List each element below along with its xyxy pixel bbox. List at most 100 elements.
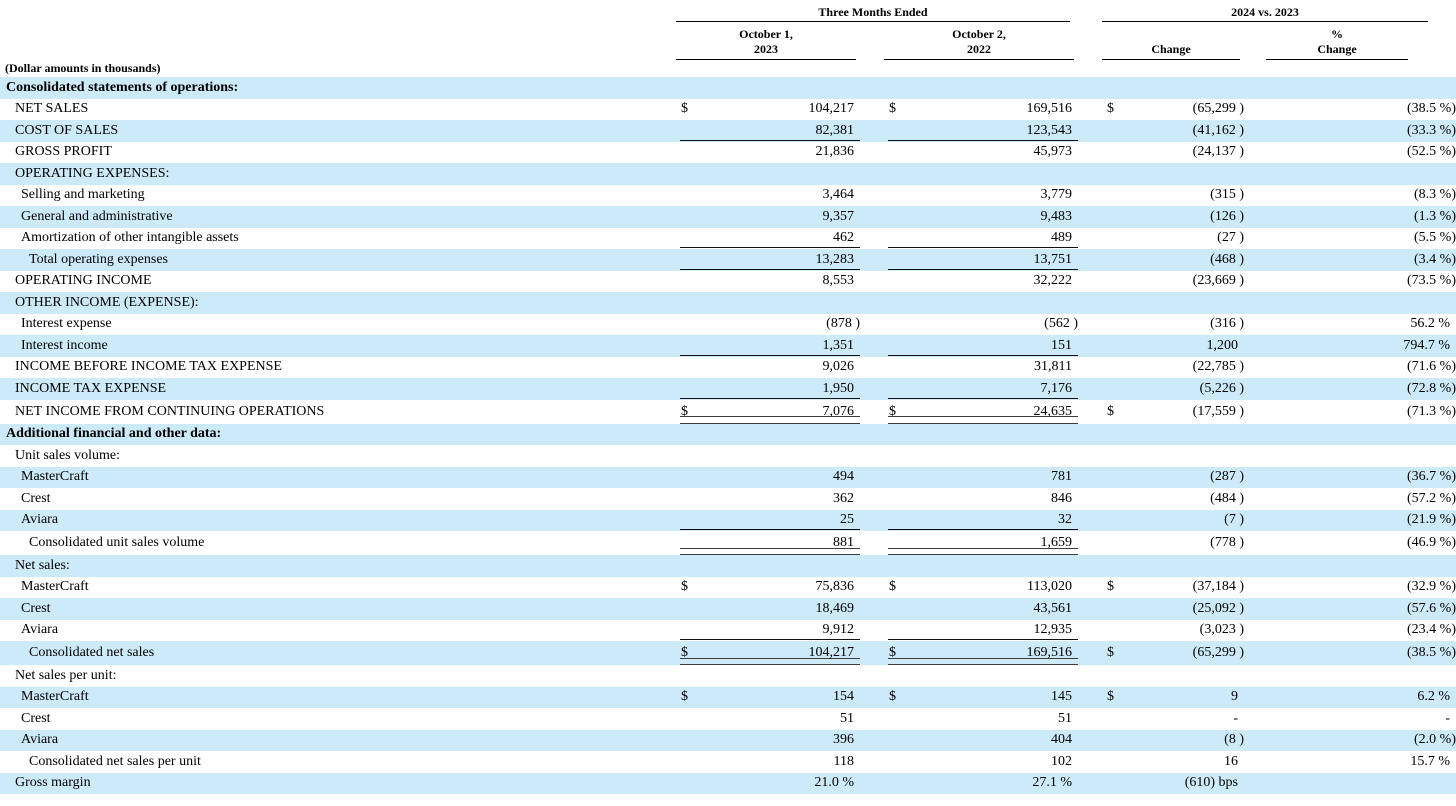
table-row: NET SALES $104,217 $169,516 $ (65,299 ) (38.5… [0, 99, 1456, 121]
cell-value: 846 [1051, 490, 1072, 506]
cell-value: (22,785 ) [1192, 359, 1244, 375]
value-cell [1244, 665, 1456, 687]
dollar-sign: $ [681, 645, 688, 660]
value-cell: (38.5 %) [1244, 99, 1456, 121]
cell-value: (3,023 ) [1199, 622, 1244, 638]
row-label: Crest [21, 490, 51, 506]
cell-value: 104,217 [808, 101, 855, 117]
value-cell: (36.7 %) [1244, 467, 1456, 489]
row-label: OPERATING INCOME [15, 273, 152, 289]
cell-value: 781 [1051, 469, 1072, 485]
value-cell: $ (37,184 ) [1106, 577, 1244, 599]
cell-value: - [1233, 710, 1238, 726]
cell-value: 1,200 [1206, 337, 1239, 353]
value-cell: (38.5 %) [1244, 641, 1456, 665]
cell-value: (878 ) [826, 316, 860, 332]
table-row: Aviara 9,912 12,935 (3,023 ) (23.4 %) [0, 620, 1456, 642]
row-label: MasterCraft [21, 689, 89, 705]
value-cell [1106, 163, 1244, 185]
dollar-sign: $ [681, 403, 688, 419]
column-header-change: Change [1102, 42, 1240, 60]
value-cell [680, 424, 860, 446]
cell-value: 489 [1051, 230, 1072, 246]
value-cell: 27.1 % [888, 773, 1078, 795]
cell-value: 13,751 [1033, 251, 1073, 267]
value-cell: (610) bps [1106, 773, 1244, 795]
cell-value: 9,357 [822, 208, 855, 224]
table-row: Selling and marketing 3,464 3,779 (315 ) (8.… [0, 185, 1456, 207]
cell-value: (468 ) [1210, 251, 1244, 267]
cell-value: (41,162 ) [1192, 122, 1244, 138]
value-cell: 32,222 [888, 271, 1078, 293]
cell-value: 16 [1224, 753, 1238, 769]
value-cell: (8 ) [1106, 730, 1244, 752]
dollar-sign: $ [889, 403, 896, 419]
table-note: (Dollar amounts in thousands) [5, 61, 161, 75]
row-label: INCOME TAX EXPENSE [15, 380, 167, 396]
value-cell: $104,217 [680, 99, 860, 121]
value-cell: 881 [680, 531, 860, 555]
cell-value: (71.6 %) [1407, 359, 1456, 375]
row-label: Aviara [21, 512, 59, 528]
value-cell [680, 77, 860, 99]
row-label: Unit sales volume: [15, 447, 120, 463]
cell-value: 104,217 [808, 645, 855, 660]
value-cell: $169,516 [888, 641, 1078, 665]
value-cell [680, 555, 860, 577]
dollar-sign: $ [681, 689, 688, 705]
value-cell [888, 163, 1078, 185]
table-row: Total operating expenses 13,283 13,751 (468… [0, 249, 1456, 271]
value-cell: 1,659 [888, 531, 1078, 555]
dollar-sign: $ [1107, 645, 1114, 660]
cell-value: 145 [1051, 689, 1072, 705]
table-row: Unit sales volume: [0, 445, 1456, 467]
cell-value: 123,543 [1026, 122, 1073, 138]
value-cell: (41,162 ) [1106, 120, 1244, 142]
value-cell: 13,751 [888, 249, 1078, 271]
value-cell: 12,935 [888, 620, 1078, 642]
value-cell [1106, 665, 1244, 687]
value-cell: (2.0 %) [1244, 730, 1456, 752]
cell-value: (8 ) [1224, 732, 1244, 748]
value-cell: 6.2 % [1244, 687, 1456, 709]
cell-value: 494 [833, 469, 854, 485]
dollar-sign: $ [889, 579, 896, 595]
cell-value: (27 ) [1217, 230, 1244, 246]
value-cell [1106, 445, 1244, 467]
value-cell: 9,912 [680, 620, 860, 642]
cell-value: (46.9 %) [1407, 535, 1456, 550]
cell-value: 21.0 % [814, 775, 854, 791]
value-cell: (27 ) [1106, 228, 1244, 250]
cell-value: 43,561 [1033, 600, 1073, 616]
cell-value: 82,381 [815, 122, 855, 138]
value-cell [1244, 445, 1456, 467]
value-cell: 25 [680, 510, 860, 532]
table-row: Crest 51 51 - - [0, 708, 1456, 730]
cell-value: 9,026 [822, 359, 855, 375]
cell-value: (7 ) [1224, 512, 1244, 528]
table-row: Consolidated unit sales volume 881 1,659 (7… [0, 531, 1456, 555]
row-label: MasterCraft [21, 469, 89, 485]
cell-value: 113,020 [1027, 579, 1072, 595]
cell-value: 462 [833, 230, 854, 246]
cell-value: 9,483 [1040, 208, 1073, 224]
value-cell: $24,635 [888, 400, 1078, 424]
cell-value: (3.4 %) [1414, 251, 1456, 267]
cell-value: 396 [833, 732, 854, 748]
cell-value: (38.5 %) [1407, 101, 1456, 117]
cell-value: 8,553 [822, 273, 855, 289]
value-cell [888, 445, 1078, 467]
cell-value: (8.3 %) [1414, 187, 1456, 203]
cell-value: 15.7 % [1410, 753, 1450, 769]
row-label: Consolidated statements of operations: [6, 79, 239, 95]
row-label: Consolidated net sales [29, 645, 155, 660]
row-label: Amortization of other intangible assets [21, 230, 239, 246]
dollar-sign: $ [681, 579, 688, 595]
value-cell [1106, 555, 1244, 577]
row-label: Consolidated unit sales volume [29, 535, 205, 550]
cell-value: (17,559 ) [1192, 403, 1244, 419]
cell-value: (38.5 %) [1407, 645, 1456, 660]
row-label: NET INCOME FROM CONTINUING OPERATIONS [15, 403, 325, 419]
value-cell [888, 555, 1078, 577]
value-cell: (33.3 %) [1244, 120, 1456, 142]
